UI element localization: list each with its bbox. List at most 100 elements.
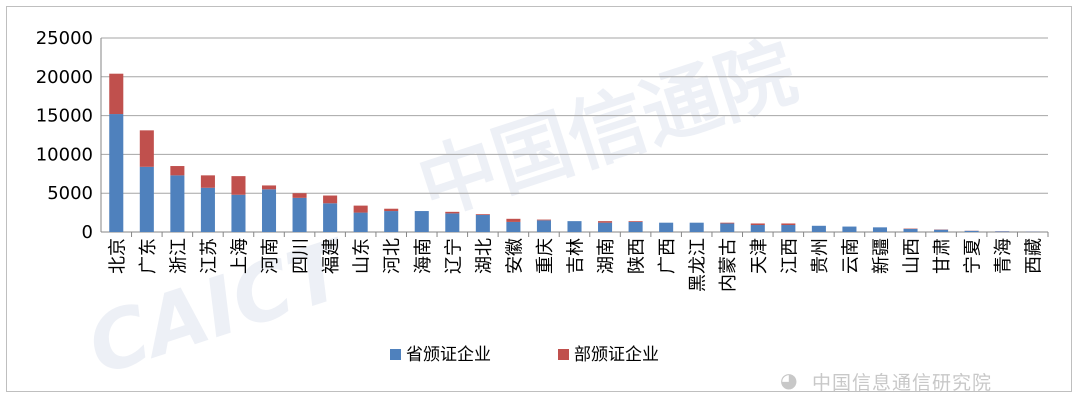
bar-provincial (995, 231, 1010, 232)
x-tick-label: 内蒙古 (718, 238, 739, 292)
bar-provincial (170, 175, 185, 232)
x-tick-label: 北京 (107, 238, 128, 274)
watermark-big-text: 中国信通院 (408, 27, 807, 233)
x-tick-label: 青海 (993, 238, 1014, 274)
bar-provincial (628, 221, 643, 232)
x-tick-label: 上海 (229, 238, 250, 274)
bar-ministerial (506, 218, 521, 222)
bar-ministerial (750, 223, 765, 226)
legend-swatch (390, 349, 401, 360)
x-tick-label: 新疆 (871, 238, 892, 274)
y-tick-label: 20000 (36, 67, 93, 88)
y-tick-label: 10000 (36, 144, 93, 165)
x-tick-label: 福建 (321, 238, 342, 274)
x-tick-label: 海南 (413, 238, 434, 274)
bar-provincial (414, 211, 429, 232)
x-tick-label: 浙江 (168, 238, 189, 274)
bar-ministerial (200, 175, 215, 188)
x-axis: 北京 广东 浙江 江苏 上海 河南 四川 福建 山东 河北 海南 辽宁 湖北 安徽 重庆 吉林 湖南 陕西 广西 黑龙… (107, 232, 1049, 292)
bar-provincial (811, 225, 826, 232)
bar-ministerial (475, 214, 490, 215)
x-tick-label: 河北 (382, 238, 403, 274)
bar-provincial (598, 222, 613, 232)
x-tick-label: 辽宁 (443, 238, 464, 274)
bar-ministerial (720, 222, 735, 224)
x-tick-label: 江西 (779, 238, 800, 274)
y-tick-label: 0 (82, 222, 93, 243)
bar-provincial (261, 189, 277, 232)
bar-ministerial (353, 205, 368, 213)
bar-provincial (781, 225, 796, 232)
bar-ministerial (384, 208, 399, 212)
bar-provincial (475, 214, 490, 232)
x-tick-label: 吉林 (566, 238, 587, 274)
x-tick-label: 天津 (749, 238, 770, 274)
legend-swatch (558, 349, 569, 360)
bar-provincial (750, 225, 765, 232)
bar-ministerial (170, 166, 185, 176)
bar-provincial (903, 228, 918, 232)
y-tick-label: 25000 (36, 28, 93, 49)
y-tick-label: 15000 (36, 106, 93, 127)
bar-ministerial (261, 185, 277, 190)
bar-provincial (689, 222, 704, 232)
bar-provincial (445, 213, 460, 232)
bar-provincial (506, 221, 521, 232)
bar-provincial (353, 212, 368, 232)
bar-provincial (292, 197, 307, 232)
x-tick-label: 贵州 (810, 238, 831, 274)
y-tick-label: 5000 (47, 183, 93, 204)
x-tick-label: 江苏 (199, 238, 220, 274)
bar-provincial (842, 226, 857, 232)
bar-ministerial (445, 211, 460, 214)
bar-ministerial (536, 219, 551, 221)
legend-label: 部颁证企业 (574, 345, 659, 365)
x-tick-label: 西藏 (1024, 238, 1045, 274)
bar-ministerial (323, 195, 338, 204)
bar-provincial (872, 227, 888, 232)
bars (109, 73, 1040, 232)
bar-ministerial (628, 221, 643, 222)
bar-ministerial (109, 73, 124, 115)
x-tick-label: 广东 (138, 238, 159, 274)
bar-provincial (109, 114, 124, 232)
bar-provincial (720, 223, 735, 232)
bar-provincial (200, 187, 215, 232)
x-tick-label: 山东 (352, 238, 373, 274)
x-tick-label: 云南 (840, 238, 861, 274)
bar-ministerial (139, 130, 154, 167)
grid-lines (101, 37, 1048, 233)
watermark-text: 中国信息通信研究院 (812, 372, 993, 394)
bar-ministerial (231, 176, 246, 195)
x-tick-label: 宁夏 (963, 238, 984, 274)
x-tick-label: 重庆 (535, 238, 556, 274)
bar-provincial (139, 166, 154, 232)
x-tick-label: 广西 (657, 238, 678, 274)
weibo-icon: ◕ (780, 368, 798, 392)
bar-provincial (659, 222, 674, 232)
bar-provincial (964, 230, 979, 232)
y-axis: 0 5000 10000 15000 20000 25000 (36, 28, 102, 243)
x-tick-label: 山西 (902, 238, 923, 274)
x-tick-label: 陕西 (627, 238, 648, 274)
bar-provincial (384, 211, 399, 232)
bar-provincial (536, 220, 551, 232)
legend: 省颁证企业 部颁证企业 (390, 345, 659, 365)
x-tick-label: 甘肃 (932, 238, 953, 274)
bar-provincial (323, 203, 338, 232)
chart-frame (6, 6, 1072, 392)
x-tick-label: 安徽 (504, 238, 525, 274)
x-tick-label: 黑龙江 (688, 238, 709, 292)
bar-provincial (934, 229, 949, 232)
bar-provincial (567, 221, 582, 232)
x-tick-label: 湖南 (596, 238, 617, 274)
bar-ministerial (292, 193, 307, 198)
x-tick-label: 河南 (260, 238, 281, 274)
x-tick-label: 湖北 (474, 238, 495, 274)
bar-ministerial (598, 221, 613, 223)
bar-provincial (231, 194, 246, 232)
x-tick-label: 四川 (291, 238, 312, 274)
bar-ministerial (781, 223, 796, 226)
